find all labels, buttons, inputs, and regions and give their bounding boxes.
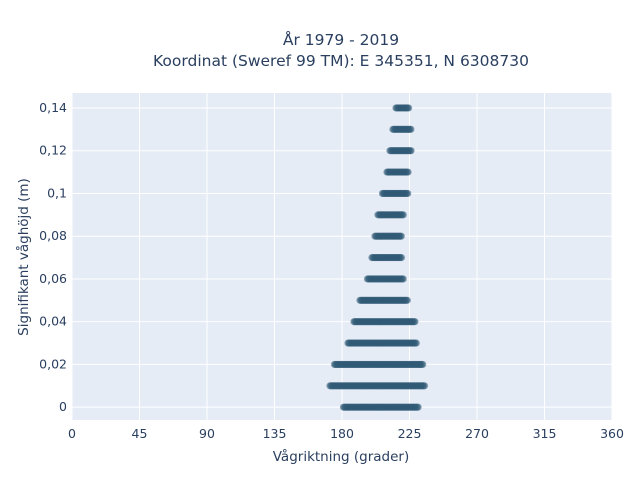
y-axis-ticks: 0 0,02 0,04 0,06 0,08 0,1 0,12 0,14 [39,100,67,414]
x-tick-label: 90 [199,426,215,441]
y-tick-label: 0,12 [39,143,67,158]
x-axis-title: Vågriktning (grader) [273,448,410,465]
chart-title-line1: År 1979 - 2019 [283,30,399,49]
x-tick-label: 270 [465,426,489,441]
y-tick-label: 0,02 [39,356,67,371]
x-tick-label: 45 [132,426,148,441]
y-tick-label: 0,1 [47,185,67,200]
chart-title-line2: Koordinat (Sweref 99 TM): E 345351, N 63… [153,52,529,70]
data-point [420,382,429,390]
data-point [399,275,407,283]
data-point [399,211,407,219]
data-point [405,104,413,112]
y-axis-title: Signifikant våghöjd (m) [15,178,32,336]
y-tick-label: 0,04 [39,314,67,329]
x-tick-label: 360 [600,426,624,441]
data-point [407,125,415,133]
data-point [397,232,405,240]
y-tick-label: 0,14 [39,100,67,115]
x-tick-label: 0 [68,426,76,441]
y-tick-label: 0 [59,399,67,414]
y-tick-label: 0,06 [39,271,67,286]
data-point [397,253,405,262]
x-tick-label: 225 [398,426,422,441]
data-point [407,147,415,155]
data-point [412,339,420,347]
data-points [326,104,429,411]
x-axis-ticks: 0 45 90 135 180 225 270 315 360 [68,426,624,441]
x-tick-label: 315 [533,426,557,441]
data-point [414,403,422,411]
data-point [404,168,412,176]
x-tick-label: 135 [263,426,287,441]
y-tick-label: 0,08 [39,228,67,243]
x-tick-label: 180 [330,426,354,441]
data-point [404,189,412,198]
data-point [419,360,427,369]
data-point [403,296,411,304]
data-point [411,318,419,326]
